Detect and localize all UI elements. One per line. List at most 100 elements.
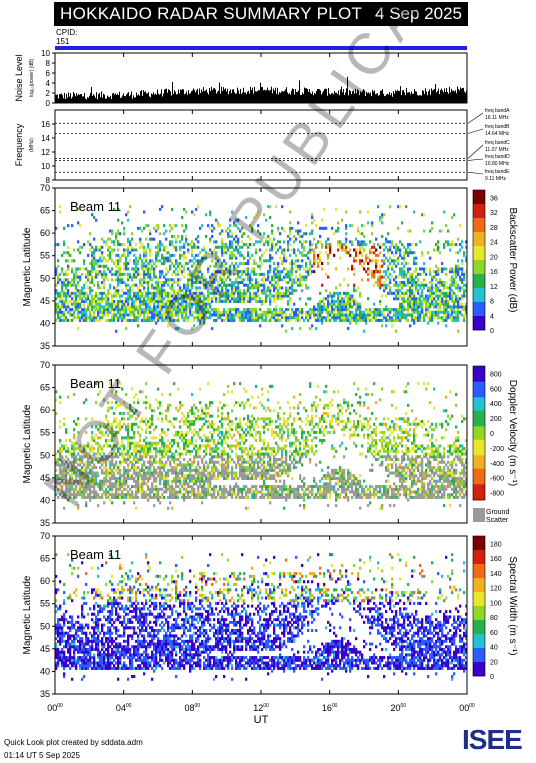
heatmap-cell <box>305 232 308 236</box>
heatmap-cell <box>413 302 416 306</box>
heatmap-cell <box>61 490 64 494</box>
heatmap-cell <box>173 291 176 295</box>
heatmap-cell <box>443 286 446 290</box>
heatmap-cell <box>161 291 164 295</box>
heatmap-cell <box>375 259 378 263</box>
heatmap-cell <box>277 283 280 287</box>
heatmap-cell <box>367 297 370 301</box>
heatmap-cell <box>59 439 62 443</box>
heatmap-cell <box>273 272 276 276</box>
heatmap-cell <box>403 316 406 320</box>
heatmap-cell <box>459 224 462 228</box>
heatmap-ytick-label: 55 <box>40 251 50 261</box>
heatmap-cell <box>65 495 68 499</box>
heatmap-cell <box>117 264 120 268</box>
heatmap-cell <box>107 479 110 483</box>
heatmap-cell <box>153 479 156 483</box>
heatmap-cell <box>213 291 216 295</box>
heatmap-cell <box>125 286 128 290</box>
heatmap-cell <box>187 316 190 320</box>
heatmap-cell <box>437 297 440 301</box>
heatmap-cell <box>165 318 168 322</box>
heatmap-cell <box>367 318 370 322</box>
heatmap-cell <box>201 310 204 314</box>
heatmap-cell <box>363 224 366 228</box>
heatmap-cell <box>59 297 62 301</box>
heatmap-cell <box>429 270 432 274</box>
heatmap-cell <box>265 248 268 252</box>
heatmap-cell <box>257 318 260 322</box>
heatmap-cell <box>449 243 452 247</box>
heatmap-cell <box>419 291 422 295</box>
heatmap-cell <box>205 280 208 285</box>
heatmap-cell <box>187 243 190 247</box>
heatmap-cell <box>155 224 158 228</box>
heatmap-cell <box>141 299 144 303</box>
heatmap-cell <box>169 310 172 314</box>
heatmap-cell <box>465 302 467 306</box>
heatmap-cell <box>291 289 294 293</box>
heatmap-cell <box>247 318 250 322</box>
heatmap-cell <box>323 226 326 230</box>
heatmap-cell <box>135 291 138 295</box>
heatmap-cell <box>157 286 160 290</box>
heatmap-cell <box>415 283 418 287</box>
heatmap-cell <box>119 259 122 263</box>
heatmap-cell <box>151 283 154 287</box>
heatmap-cell <box>61 463 64 467</box>
heatmap-cell <box>309 297 312 301</box>
heatmap-cell <box>239 313 242 317</box>
heatmap-cell <box>265 299 268 303</box>
heatmap-cell <box>115 468 118 472</box>
heatmap-cell <box>117 487 120 491</box>
heatmap-cell <box>181 316 184 320</box>
heatmap-cell <box>117 441 120 445</box>
heatmap-cell <box>77 506 80 510</box>
heatmap-cell <box>329 291 332 295</box>
heatmap-cell <box>349 299 352 303</box>
heatmap-cell <box>419 316 422 320</box>
plot-date: 4 Sep 2025 <box>375 4 462 23</box>
heatmap-cell <box>71 283 74 287</box>
heatmap-cell <box>77 207 80 211</box>
heatmap-cell <box>201 316 204 320</box>
heatmap-cell <box>337 229 340 233</box>
heatmap-cell <box>267 318 270 322</box>
heatmap-cell <box>89 289 92 293</box>
heatmap-cell <box>139 283 142 287</box>
heatmap-cell <box>131 275 134 279</box>
heatmap-cell <box>93 479 96 483</box>
heatmap-cell <box>131 476 134 480</box>
heatmap-cell <box>253 272 256 276</box>
heatmap-cell <box>89 449 92 453</box>
heatmap-cell <box>121 449 124 453</box>
heatmap-cell <box>87 286 90 290</box>
heatmap-cell <box>217 283 220 287</box>
heatmap-cell <box>153 468 156 472</box>
heatmap-cell <box>151 308 154 312</box>
heatmap-cell <box>389 272 392 276</box>
heatmap-cell <box>373 243 376 247</box>
heatmap-cell <box>319 259 322 263</box>
heatmap-cell <box>91 476 94 480</box>
heatmap-cell <box>285 275 288 279</box>
heatmap-cell <box>85 474 88 478</box>
heatmap-cell <box>403 291 406 295</box>
heatmap-cell <box>347 305 350 309</box>
heatmap-cell <box>79 267 82 271</box>
heatmap-cell <box>195 299 198 303</box>
heatmap-cell <box>105 495 108 499</box>
heatmap-cell <box>299 240 302 244</box>
heatmap-cell <box>151 237 154 241</box>
heatmap-cell <box>185 256 188 260</box>
heatmap-cell <box>213 248 216 252</box>
heatmap-cell <box>235 262 238 266</box>
heatmap-cell <box>69 476 72 480</box>
heatmap-cell <box>115 272 118 276</box>
heatmap-cell <box>455 299 458 303</box>
heatmap-cell <box>345 318 348 322</box>
heatmap-cell <box>109 487 112 491</box>
heatmap-cell <box>239 275 242 279</box>
heatmap-cell <box>405 318 408 322</box>
heatmap-cell <box>269 294 272 298</box>
